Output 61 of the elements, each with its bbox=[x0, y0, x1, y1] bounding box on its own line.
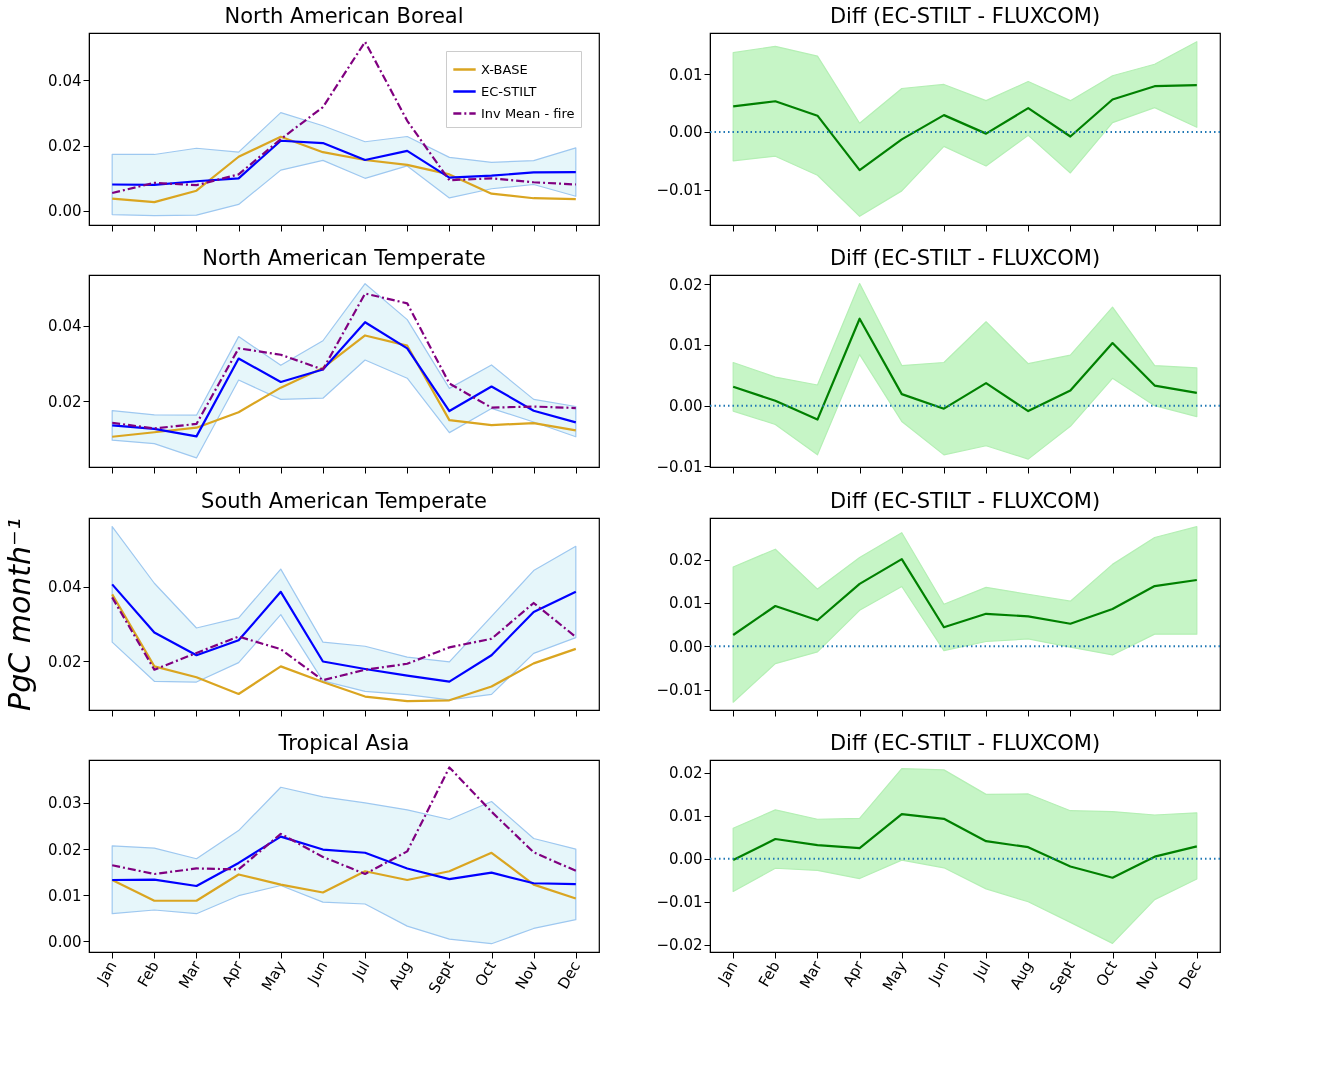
line-series bbox=[111, 135, 577, 204]
x-tick-label: Jan bbox=[713, 958, 742, 988]
y-axis-title: PgC month⁻¹ bbox=[2, 518, 38, 711]
line-series bbox=[111, 766, 577, 876]
y-tick-label: −0.01 bbox=[656, 457, 703, 476]
chart-title: Tropical Asia bbox=[277, 731, 410, 755]
legend-label: X-BASE bbox=[481, 61, 528, 77]
y-tick-label: 0.02 bbox=[669, 764, 703, 783]
x-tick-label: Feb bbox=[133, 958, 163, 990]
y-tick-label: 0.02 bbox=[48, 652, 82, 671]
line-series bbox=[111, 292, 577, 430]
y-tick-label: 0.04 bbox=[48, 317, 82, 336]
x-tick-label: Jun bbox=[303, 958, 332, 989]
y-tick-label: 0.00 bbox=[669, 850, 703, 869]
y-tick-label: 0.01 bbox=[669, 807, 703, 826]
chart-title: North American Temperate bbox=[202, 246, 486, 270]
y-tick-label: 0.00 bbox=[669, 123, 703, 142]
line-series bbox=[732, 317, 1198, 421]
y-tick-label: 0.01 bbox=[48, 886, 82, 905]
legend-label: Inv Mean - fire bbox=[481, 105, 575, 121]
line-series bbox=[111, 40, 577, 195]
line-series bbox=[732, 558, 1198, 637]
y-tick-label: 0.00 bbox=[48, 202, 82, 221]
chart-title: Diff (EC-STILT - FLUXCOM) bbox=[829, 489, 1101, 513]
y-tick-label: 0.00 bbox=[669, 637, 703, 656]
chart-title: South American Temperate bbox=[201, 488, 487, 513]
chart-title: North American Boreal bbox=[224, 4, 464, 28]
x-tick-label: Jul bbox=[348, 958, 374, 984]
y-tick-label: 0.04 bbox=[48, 578, 82, 597]
chart-title: Diff (EC-STILT - FLUXCOM) bbox=[829, 246, 1101, 270]
y-tick-label: 0.01 bbox=[669, 65, 703, 84]
y-tick-label: 0.00 bbox=[48, 932, 82, 951]
x-tick-label: Jan bbox=[92, 958, 121, 988]
y-tick-label: 0.02 bbox=[669, 275, 703, 294]
y-tick-label: 0.00 bbox=[669, 397, 703, 416]
y-tick-label: 0.02 bbox=[669, 551, 703, 570]
y-tick-label: 0.01 bbox=[669, 594, 703, 613]
line-series bbox=[732, 813, 1198, 879]
y-tick-label: 0.02 bbox=[48, 392, 82, 411]
x-tick-label: Jul bbox=[969, 958, 995, 984]
legend-label: EC-STILT bbox=[481, 83, 537, 99]
chart-title: Diff (EC-STILT - FLUXCOM) bbox=[829, 731, 1101, 755]
x-tick-label: Feb bbox=[754, 958, 784, 990]
line-series bbox=[111, 851, 577, 902]
y-tick-label: −0.01 bbox=[656, 681, 703, 700]
y-tick-label: 0.04 bbox=[48, 71, 82, 90]
x-tick-label: Jun bbox=[924, 958, 953, 989]
line-series bbox=[111, 835, 577, 888]
line-series bbox=[111, 139, 577, 186]
y-tick-label: −0.02 bbox=[656, 936, 703, 955]
line-series bbox=[732, 83, 1198, 172]
x-tick-label: Oct bbox=[1092, 957, 1121, 990]
y-tick-label: −0.01 bbox=[656, 893, 703, 912]
y-tick-label: 0.03 bbox=[48, 794, 82, 813]
y-tick-label: 0.02 bbox=[48, 840, 82, 859]
y-tick-label: 0.01 bbox=[669, 336, 703, 355]
chart-title: Diff (EC-STILT - FLUXCOM) bbox=[829, 4, 1101, 28]
y-tick-label: 0.02 bbox=[48, 137, 82, 156]
y-tick-label: −0.01 bbox=[656, 181, 703, 200]
line-series bbox=[111, 593, 577, 703]
x-tick-label: Oct bbox=[471, 957, 500, 990]
